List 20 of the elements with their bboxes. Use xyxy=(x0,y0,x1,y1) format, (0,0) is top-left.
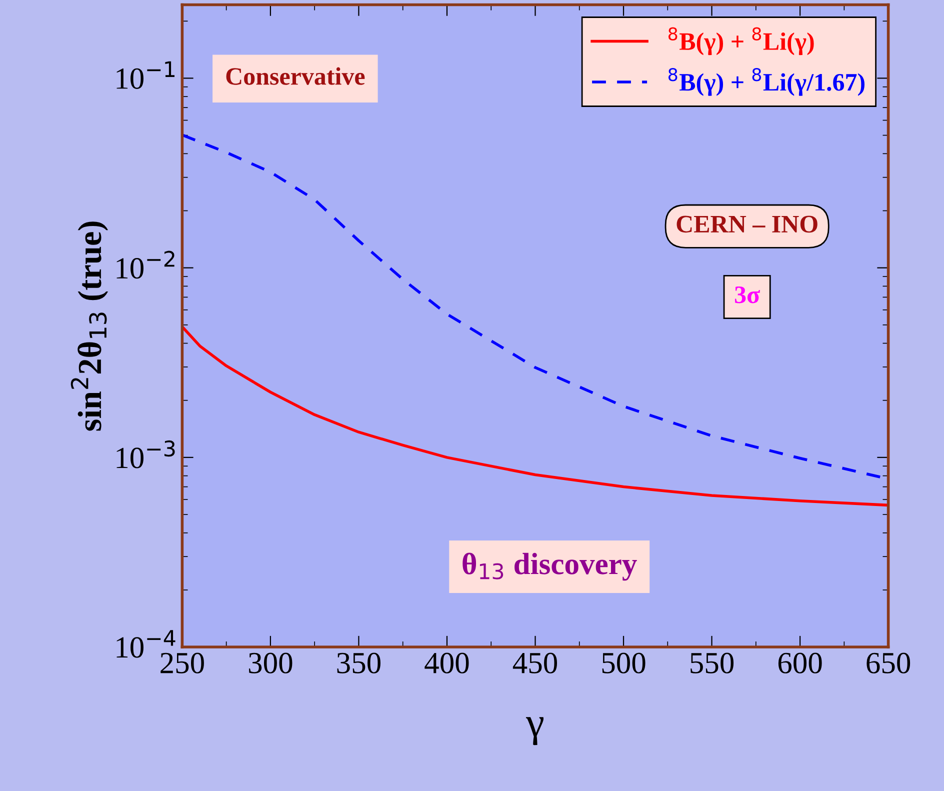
x-tick-label: 600 xyxy=(778,652,822,674)
x-tick-label: 650 xyxy=(866,652,910,674)
legend-label: $^{8}$B(γ) + $^{8}$Li(γ/1.67) xyxy=(668,68,864,96)
line-series xyxy=(182,325,888,507)
x-tick-label: 400 xyxy=(424,652,469,674)
x-tick-label: 300 xyxy=(249,652,292,674)
y-tick-label: 10$^{−2}$ xyxy=(116,250,174,279)
x-tick-label: 350 xyxy=(337,652,380,674)
x-tick-label: 450 xyxy=(512,652,557,674)
annotation: θ$_{13}$ discovery xyxy=(462,552,637,581)
x-axis-title: γ xyxy=(526,717,544,746)
y-tick-label: 10$^{−3}$ xyxy=(116,440,175,468)
y-tick-label: 10$^{−1}$ xyxy=(116,61,174,89)
legend-label: $^{8}$B(γ) + $^{8}$Li(γ) xyxy=(668,27,814,56)
x-tick-label: 500 xyxy=(602,652,646,674)
annotation: 3σ xyxy=(734,286,760,304)
annotation: CERN – INO xyxy=(676,216,818,233)
x-tick-label: 550 xyxy=(690,652,734,674)
annotation: Conservative xyxy=(226,67,365,85)
y-axis-title: sin$^{2}$2θ$_{13}$ (true) xyxy=(70,222,108,431)
